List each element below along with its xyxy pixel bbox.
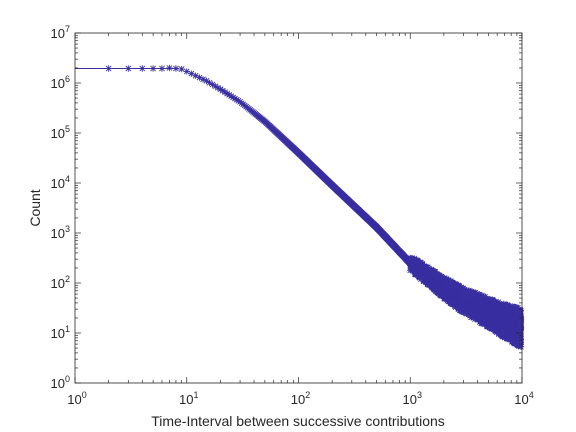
data-point bbox=[223, 90, 231, 97]
data-point bbox=[214, 84, 222, 91]
data-point bbox=[477, 292, 484, 299]
scatter-layer bbox=[75, 64, 525, 350]
data-point bbox=[217, 86, 224, 93]
data-point bbox=[166, 64, 173, 72]
data-point bbox=[221, 89, 229, 96]
data-point bbox=[178, 65, 185, 73]
data-point bbox=[188, 70, 195, 77]
data-point bbox=[206, 79, 213, 86]
data-point bbox=[192, 72, 199, 79]
data-point bbox=[209, 81, 216, 88]
data-point bbox=[203, 77, 210, 85]
data-point bbox=[212, 83, 219, 90]
data-point bbox=[229, 94, 237, 101]
data-point bbox=[219, 87, 226, 94]
plot-area bbox=[75, 33, 522, 383]
data-point bbox=[199, 76, 207, 83]
data-point bbox=[196, 74, 203, 81]
data-point bbox=[466, 288, 474, 295]
data-point bbox=[228, 92, 235, 100]
data-point bbox=[226, 91, 233, 99]
data-point bbox=[183, 68, 190, 75]
